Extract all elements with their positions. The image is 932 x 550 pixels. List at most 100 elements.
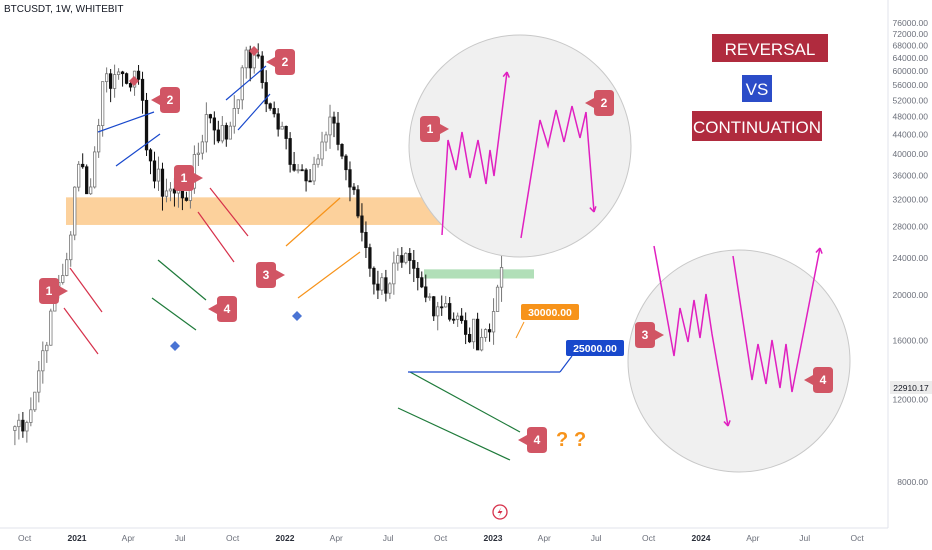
candle-body [13, 426, 17, 431]
candle [65, 252, 69, 277]
candle-body [312, 163, 316, 182]
y-tick-label: 48000.00 [893, 112, 929, 122]
candle-body [408, 252, 412, 261]
candle [404, 252, 408, 265]
candle [499, 255, 504, 302]
x-tick-label: 2023 [484, 533, 503, 543]
pattern-1a-red-line [63, 307, 99, 355]
candle-body [471, 318, 476, 343]
y-tick-label: 20000.00 [893, 290, 929, 300]
candle-body [328, 116, 332, 136]
candle-body [392, 262, 396, 285]
x-tick-label: Oct [226, 533, 240, 543]
candle [420, 271, 424, 289]
candle-body [499, 267, 504, 288]
candle-body [276, 113, 280, 130]
x-tick-label: Oct [434, 533, 448, 543]
candle [101, 81, 105, 137]
price-label-25000-text: 25000.00 [573, 343, 617, 355]
candle-body [288, 138, 292, 165]
candle-body [432, 296, 436, 317]
candle-body [65, 259, 69, 276]
x-axis: Oct 2021 Apr Jul Oct 2022 Apr Jul Oct 2023 Apr Jul O… [0, 527, 888, 543]
candle-body [368, 247, 372, 269]
candle [17, 413, 21, 440]
candle-body [69, 234, 73, 261]
candle [204, 102, 208, 153]
diagram-1-path [441, 71, 508, 236]
candle-body [208, 114, 212, 119]
candle [216, 120, 220, 144]
pattern-4a-green-line [151, 297, 197, 331]
candle-body [436, 306, 440, 317]
resistance-zone-green [424, 269, 534, 279]
candle-body [420, 277, 424, 288]
y-tick-label: 24000.00 [893, 253, 929, 263]
candle [264, 70, 268, 113]
pattern-circle-top [408, 34, 632, 258]
candle-body [487, 329, 492, 333]
candle-body [467, 333, 472, 343]
candle-body [296, 169, 300, 172]
candle [13, 425, 17, 446]
candle [93, 146, 97, 189]
bubble-shape [256, 262, 285, 288]
candle [25, 420, 29, 443]
candle [372, 266, 376, 295]
bottom-diamond [170, 341, 180, 351]
candle [120, 70, 125, 87]
pattern-2b-blue-line [225, 65, 267, 101]
bubble-pattern-1: 1 [39, 278, 68, 304]
bubble-pattern-2: 2 [151, 87, 180, 113]
candle [412, 249, 416, 282]
x-tick-label: Jul [383, 533, 394, 543]
bubble-number: 1 [46, 284, 53, 298]
candle-body [416, 267, 420, 279]
candle [33, 391, 37, 413]
candle-body [73, 186, 77, 236]
candle [428, 293, 432, 301]
bubble-shape [804, 367, 833, 393]
candle-body [320, 141, 324, 160]
bubble-pattern-3: 3 [256, 262, 285, 288]
candle-body [152, 160, 157, 182]
y-tick-label: 8000.00 [897, 477, 928, 487]
pattern-1a-red-line [69, 267, 103, 313]
candle [148, 148, 153, 175]
candle [77, 161, 81, 192]
top-diamond [249, 46, 259, 56]
candle [364, 221, 368, 258]
candle-body [136, 70, 141, 80]
candle [85, 164, 89, 195]
candle-body [384, 277, 388, 294]
candle [136, 64, 141, 85]
x-tick-label: Jul [799, 533, 810, 543]
candle [49, 308, 53, 346]
candle-body [21, 419, 25, 432]
candle-body [228, 125, 232, 140]
candle-body [264, 82, 268, 105]
y-tick-label: 68000.00 [893, 41, 929, 51]
candle [440, 295, 444, 316]
candle [61, 263, 65, 285]
candle-body [396, 255, 400, 264]
pattern-2b-blue-line [237, 93, 271, 131]
candle-body [304, 169, 308, 182]
candle-body [184, 197, 189, 201]
x-tick-label: Oct [18, 533, 32, 543]
y-tick-label: 16000.00 [893, 336, 929, 346]
bubble-number: 2 [167, 93, 174, 107]
candle [396, 248, 400, 271]
candle-body [308, 180, 312, 183]
candle [328, 104, 332, 149]
candle [467, 327, 472, 344]
diagram-1-arrow [502, 71, 510, 78]
x-tick-label: Oct [642, 533, 656, 543]
candle-body [412, 260, 416, 269]
candle [344, 154, 348, 181]
bubble-number: 4 [224, 302, 231, 316]
candles-layer [13, 43, 504, 446]
diagram-3-arrow [723, 420, 731, 427]
candle [89, 178, 93, 195]
